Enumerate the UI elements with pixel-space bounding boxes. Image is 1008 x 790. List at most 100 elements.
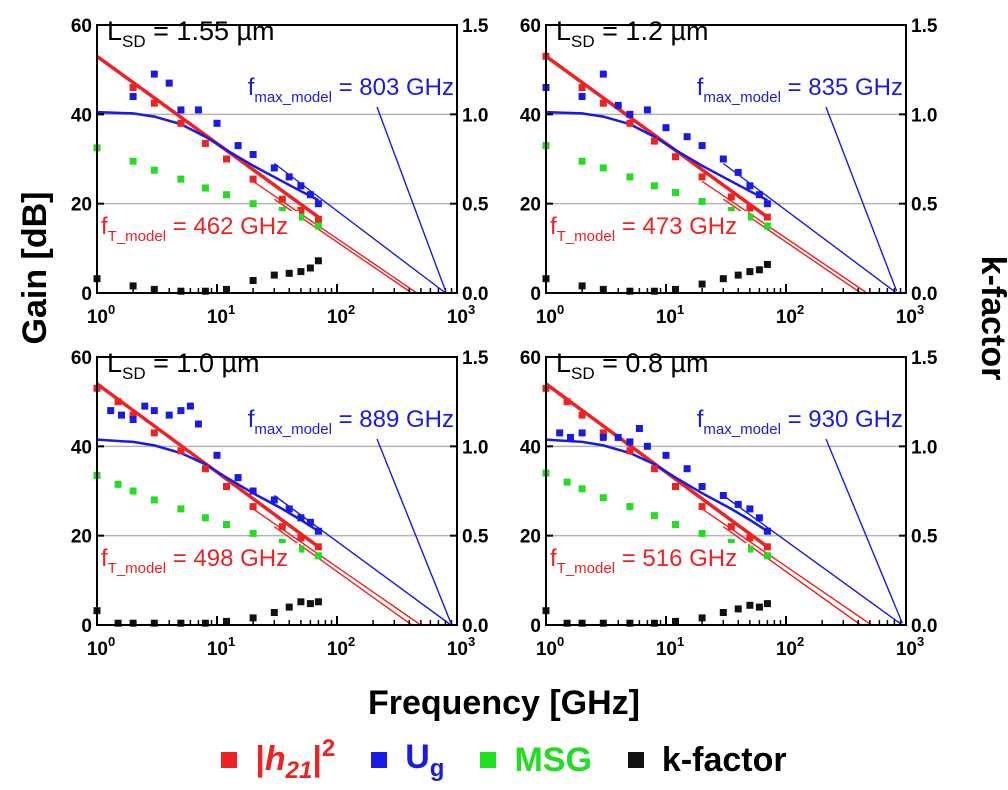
y-tick-label: 60 [520,16,541,37]
data-point-kfactor [314,257,322,265]
data-point-ug [599,433,607,441]
data-point-ug [285,505,293,513]
data-point-ug [599,70,607,78]
data-point-ug [734,500,742,508]
y-tick-label: 0 [530,616,541,637]
data-point-kfactor [270,609,278,616]
y-tick-label: 20 [520,527,541,548]
data-point-kfactor [672,617,679,625]
legend-marker-msg [480,752,497,768]
annotation-bg [212,72,456,104]
fmax-pointer [825,438,903,624]
ft-annotation: fT_model = 473 GHz [550,213,737,245]
data-point-kfactor [270,271,278,279]
fit-line-ug [722,494,903,626]
data-point-msg [698,197,706,205]
x-tick-label: 103 [447,634,475,660]
data-point-ug [194,420,202,428]
data-point-h21 [150,99,158,107]
data-point-h21 [314,543,322,551]
data-point-h21 [297,534,305,542]
data-point-ug [698,142,706,150]
data-point-kfactor [285,603,293,611]
data-point-ug [643,106,651,114]
legend-text-part: g [429,754,445,782]
data-point-ug [626,438,634,446]
data-point-msg [177,505,185,513]
fit-line-h21 [722,526,862,626]
data-point-h21 [223,483,230,490]
data-point-ug [719,155,727,163]
data-point-msg [763,222,771,230]
panel-4: 0 20 40 60 0.0 0.5 1.0 1.5 100 101 102 103 LSD = 0.8… [520,348,938,660]
data-point-ug [118,411,125,419]
y-tick-label: 40 [71,105,92,126]
legend-text-part: 21 [285,757,313,784]
data-point-h21 [314,215,322,223]
legend-label-kfactor: k-factor [662,741,787,780]
data-point-h21 [129,84,137,91]
legend-item-h21: |h21|2 [221,735,335,785]
legend-text-part: | [255,740,265,778]
data-point-h21 [223,155,230,163]
x-tick-label: 101 [207,302,235,328]
data-point-msg [249,200,257,208]
data-point-kfactor [719,609,727,616]
data-point-msg [578,485,586,493]
x-tick-label: 102 [776,302,804,328]
data-point-h21 [599,429,607,437]
data-point-msg [599,494,607,502]
data-point-ug [165,411,173,419]
data-point-kfactor [719,275,727,283]
data-point-h21 [278,523,286,531]
data-point-ug [755,191,763,199]
data-point-h21 [150,429,158,437]
fmax-pointer [376,106,447,292]
data-point-msg [746,213,754,221]
fit-line-ug [96,110,319,202]
data-point-ug [662,451,670,459]
y-tick-label: 0 [530,284,541,305]
y2-tick-label: 1.5 [911,348,938,369]
data-point-kfactor [578,282,586,290]
y-tick-label: 60 [71,348,92,369]
y2-tick-label: 1.5 [911,16,938,37]
data-point-ug [698,483,706,490]
data-point-h21 [672,153,679,161]
data-point-ug [734,168,742,176]
y-tick-label: 40 [71,437,92,458]
y-tick-label: 20 [520,195,541,216]
data-point-msg [201,514,209,522]
fmax-annotation: fmax_model = 835 GHz [697,74,903,106]
y2-tick-label: 1.0 [462,437,488,458]
data-point-ug [746,182,754,190]
y2-tick-label: 0.5 [462,195,489,216]
data-point-ug [234,142,242,150]
data-point-ug [186,402,194,410]
data-point-msg [129,487,137,495]
data-point-ug [270,164,278,172]
data-point-ug [683,465,691,473]
figure-canvas: Gain [dB] k-factor Frequency [GHz] 0 20 40… [16,16,1008,722]
data-point-ug [141,402,149,410]
data-point-kfactor [114,619,122,627]
data-point-ug [314,200,322,208]
data-point-msg [297,545,305,553]
legend-text-part: U [405,737,430,776]
y2-tick-label: 0.5 [911,527,938,548]
x-tick-label: 102 [327,634,355,660]
y2-tick-label: 0.0 [911,616,937,637]
x-tick-label: 101 [207,634,235,660]
legend-item-ug: Ug [371,738,444,783]
fit-line-ug [545,438,769,533]
data-point-ug [270,496,278,504]
data-point-msg [201,184,209,192]
data-point-msg [626,173,634,181]
data-point-h21 [177,447,185,455]
data-point-kfactor [734,271,742,279]
data-point-ug [129,93,137,100]
panel-title: LSD = 0.8 µm [556,348,709,383]
x-tick-label: 101 [656,302,684,328]
data-point-ug [194,106,202,114]
data-point-h21 [249,503,257,511]
